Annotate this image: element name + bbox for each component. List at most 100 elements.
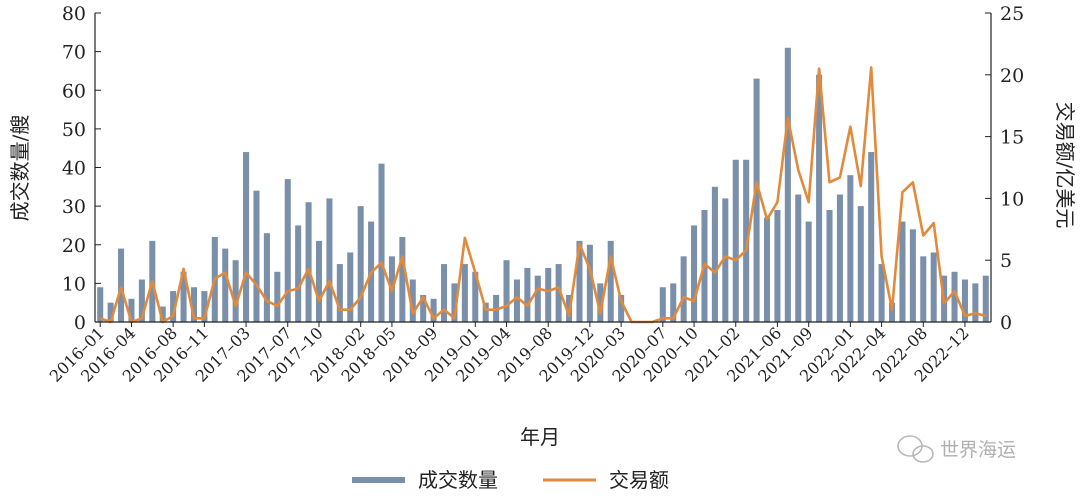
right-tick-label-1: 5 bbox=[1000, 250, 1012, 272]
x-axis-title: 年月 bbox=[520, 425, 560, 449]
line-point-17 bbox=[276, 305, 279, 307]
bar-10 bbox=[201, 291, 208, 322]
right-ticks-group: 0 5 10 15 20 25 bbox=[985, 3, 1024, 334]
bar-74 bbox=[868, 152, 875, 322]
right-tick-label-3: 15 bbox=[1000, 127, 1024, 149]
line-point-0 bbox=[99, 317, 102, 320]
line-point-68 bbox=[807, 201, 810, 204]
bar-8 bbox=[180, 271, 187, 322]
bar-1 bbox=[107, 302, 114, 322]
line-point-32 bbox=[432, 317, 435, 320]
bar-14 bbox=[243, 152, 250, 322]
line-point-24 bbox=[349, 308, 352, 311]
line-point-5 bbox=[151, 280, 154, 283]
line-point-8 bbox=[182, 267, 185, 270]
line-point-2 bbox=[120, 286, 122, 289]
bar-84 bbox=[972, 283, 979, 323]
bar-78 bbox=[909, 229, 916, 322]
line-point-7 bbox=[172, 314, 175, 317]
bar-82 bbox=[951, 271, 958, 322]
bar-46 bbox=[576, 240, 583, 322]
left-tick-label-5: 50 bbox=[62, 119, 86, 141]
left-tick-label-7: 70 bbox=[62, 42, 86, 64]
right-tick-label-4: 20 bbox=[1000, 65, 1024, 87]
left-axis-title: 成交数量/艘 bbox=[8, 115, 32, 222]
line-point-71 bbox=[839, 176, 841, 179]
line-point-33 bbox=[443, 308, 445, 311]
line-point-84 bbox=[974, 312, 977, 315]
bar-72 bbox=[847, 175, 854, 322]
line-point-75 bbox=[880, 255, 883, 258]
bar-61 bbox=[732, 159, 739, 322]
line-point-83 bbox=[964, 314, 966, 317]
line-point-18 bbox=[286, 290, 289, 292]
bar-68 bbox=[805, 221, 812, 322]
bar-60 bbox=[722, 198, 729, 322]
line-point-74 bbox=[870, 66, 873, 69]
line-point-48 bbox=[599, 312, 602, 315]
line-point-60 bbox=[724, 255, 727, 258]
line-point-28 bbox=[391, 290, 393, 292]
line-point-85 bbox=[984, 314, 987, 317]
bar-23 bbox=[336, 264, 343, 322]
bar-71 bbox=[836, 194, 843, 322]
line-point-37 bbox=[484, 308, 487, 311]
line-point-31 bbox=[422, 296, 425, 299]
left-tick-label-8: 80 bbox=[62, 3, 86, 25]
bar-65 bbox=[774, 209, 781, 322]
bar-0 bbox=[97, 287, 104, 322]
bar-4 bbox=[138, 279, 145, 322]
line-point-73 bbox=[859, 185, 862, 187]
bar-80 bbox=[930, 252, 937, 322]
bar-54 bbox=[659, 287, 666, 322]
bar-59 bbox=[711, 186, 718, 322]
bar-69 bbox=[816, 74, 823, 322]
line-point-46 bbox=[578, 243, 581, 246]
bar-42 bbox=[534, 275, 541, 322]
line-point-4 bbox=[140, 317, 143, 320]
watermark-text: 世界海运 bbox=[940, 439, 1016, 461]
line-point-44 bbox=[557, 286, 560, 289]
bar-79 bbox=[920, 256, 927, 322]
left-tick-label-4: 40 bbox=[62, 158, 86, 180]
trade-value-line bbox=[99, 66, 987, 324]
line-point-66 bbox=[786, 117, 789, 119]
line-point-29 bbox=[401, 255, 404, 258]
line-point-50 bbox=[620, 300, 623, 302]
line-point-36 bbox=[474, 271, 477, 274]
line-point-10 bbox=[203, 317, 206, 320]
line-point-9 bbox=[193, 317, 195, 320]
bar-29 bbox=[399, 237, 406, 322]
bar-36 bbox=[472, 271, 479, 322]
line-point-26 bbox=[370, 271, 372, 274]
line-point-43 bbox=[547, 290, 550, 292]
line-point-61 bbox=[734, 259, 737, 262]
line-point-45 bbox=[568, 314, 570, 317]
bar-35 bbox=[461, 264, 468, 322]
bar-25 bbox=[357, 206, 364, 323]
bar-49 bbox=[607, 240, 614, 322]
bar-57 bbox=[691, 225, 698, 322]
line-point-11 bbox=[213, 277, 216, 280]
bar-18 bbox=[284, 179, 291, 322]
line-point-35 bbox=[463, 237, 466, 239]
bar-55 bbox=[670, 283, 677, 323]
legend-line-label: 交易额 bbox=[609, 468, 669, 492]
line-point-22 bbox=[328, 280, 331, 283]
line-point-23 bbox=[338, 308, 341, 311]
bar-73 bbox=[857, 206, 864, 323]
bar-20 bbox=[305, 202, 312, 322]
line-point-19 bbox=[297, 287, 300, 290]
left-tick-label-6: 60 bbox=[62, 80, 86, 102]
bar-31 bbox=[420, 294, 427, 322]
bar-43 bbox=[545, 267, 552, 322]
left-tick-label-1: 10 bbox=[62, 273, 86, 295]
wechat-icon bbox=[897, 435, 934, 463]
bar-30 bbox=[409, 279, 416, 322]
bar-56 bbox=[680, 256, 687, 322]
line-point-40 bbox=[516, 296, 518, 299]
bar-62 bbox=[743, 159, 750, 322]
line-point-72 bbox=[849, 125, 852, 128]
